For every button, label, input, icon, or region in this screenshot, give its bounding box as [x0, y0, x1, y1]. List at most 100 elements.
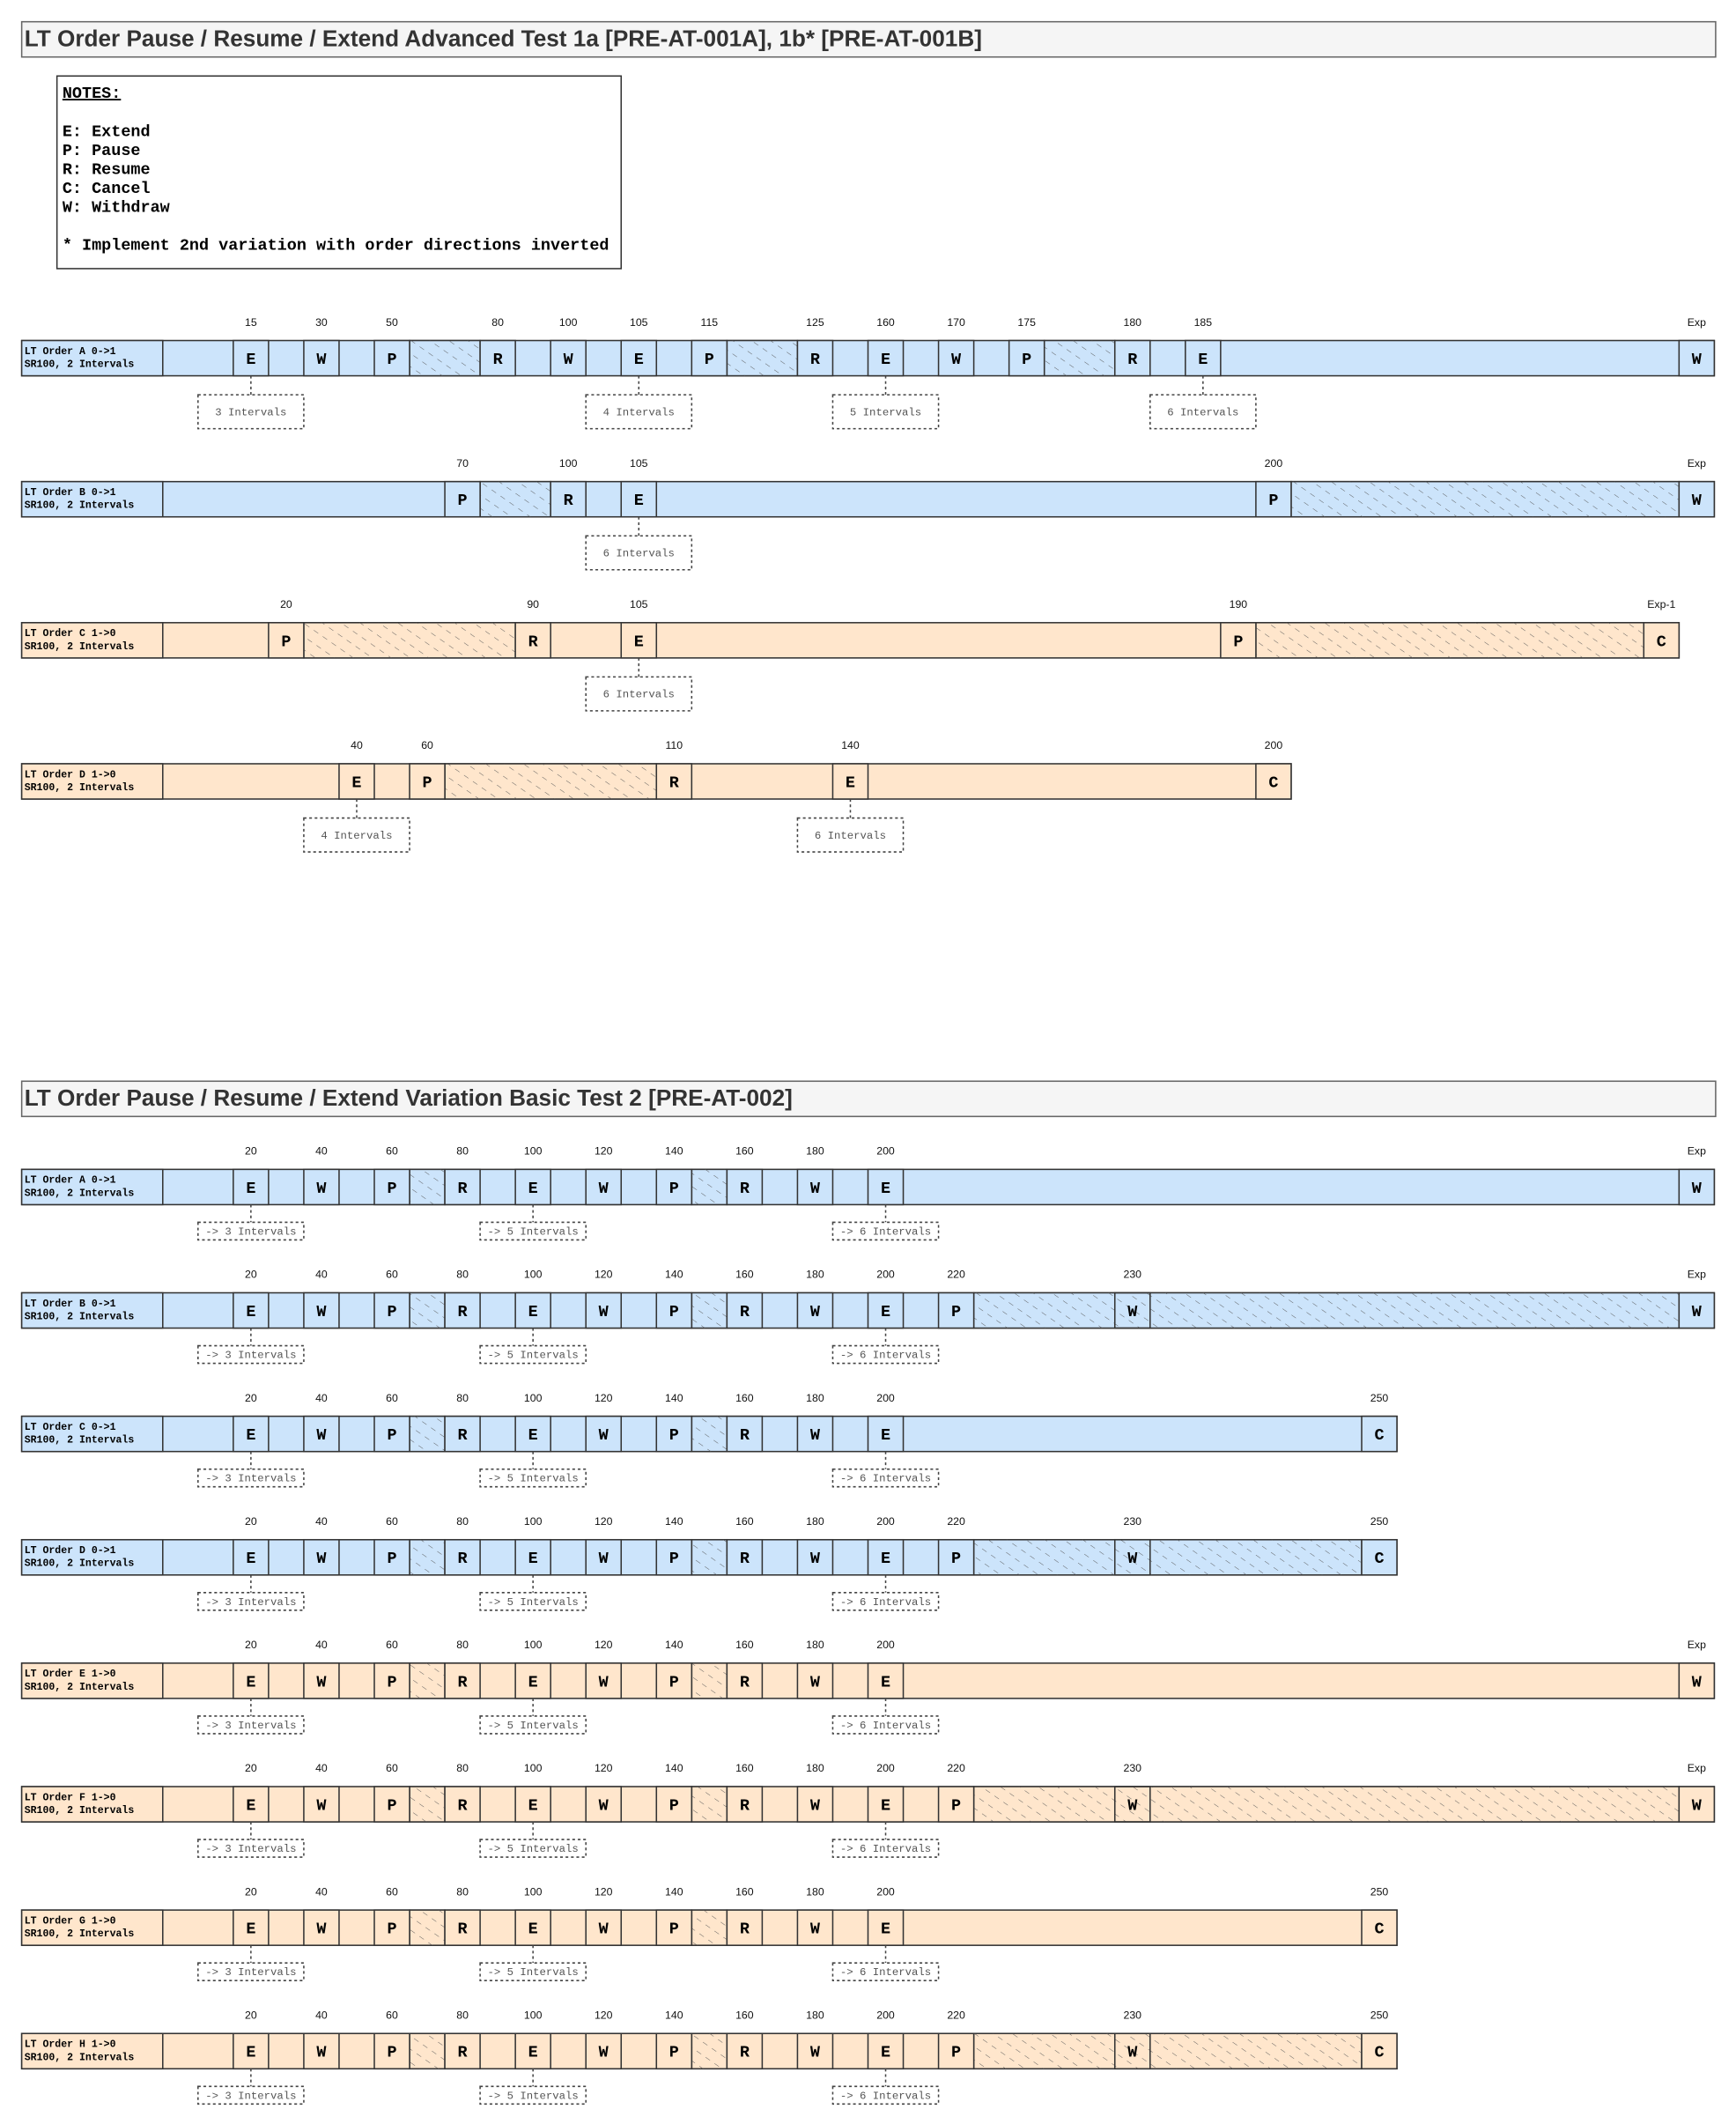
event-letter: R — [458, 1303, 469, 1321]
note-box — [479, 1344, 587, 1365]
event-cell — [691, 339, 728, 377]
event-letter: E — [528, 1180, 538, 1198]
event-letter: W — [1692, 1180, 1703, 1198]
note-box — [831, 394, 940, 430]
event-cell — [655, 1662, 693, 1699]
event-letter: E — [528, 1550, 538, 1568]
note-box — [479, 1715, 587, 1735]
event-letter: W — [316, 1673, 327, 1691]
event-cell — [1185, 339, 1222, 377]
note-box — [585, 676, 693, 712]
event-tick: 60 — [386, 1762, 398, 1774]
event-cell — [726, 1662, 764, 1699]
event-letter: W — [1692, 492, 1703, 510]
event-cell — [1008, 339, 1045, 377]
event-cell — [726, 1415, 764, 1453]
row-label: SR100, 2 Intervals — [25, 500, 135, 512]
note-box — [197, 1468, 305, 1488]
note-box — [1149, 394, 1257, 430]
note-text: 5 Intervals — [850, 406, 921, 418]
row-label: LT Order C 0->1 — [25, 1422, 116, 1433]
event-cell — [1678, 1662, 1716, 1699]
event-tick: 100 — [524, 1515, 543, 1528]
event-tick: 40 — [315, 1639, 328, 1651]
event-cell — [233, 1662, 270, 1699]
event-cell — [373, 1786, 410, 1823]
event-cell — [303, 1168, 340, 1206]
event-letter: R — [740, 1673, 750, 1691]
event-tick: 80 — [456, 1515, 469, 1528]
paused-hatch — [303, 622, 516, 658]
event-tick: 40 — [315, 1269, 328, 1281]
event-cell — [831, 763, 869, 800]
event-letter: W — [316, 1426, 327, 1445]
event-letter: P — [387, 351, 396, 369]
note-text: -> 5 Intervals — [488, 1473, 579, 1485]
paused-hatch — [973, 1539, 1363, 1575]
event-cell — [303, 2032, 340, 2070]
event-tick: 105 — [630, 316, 648, 329]
note-box — [197, 1221, 305, 1241]
event-cell — [303, 1662, 340, 1699]
event-letter: E — [881, 2044, 890, 2062]
event-letter: P — [705, 351, 714, 369]
event-tick: 180 — [806, 1269, 824, 1281]
event-cell — [338, 763, 375, 800]
section-title-box — [20, 20, 1717, 58]
event-tick: 200 — [876, 1269, 895, 1281]
notes-line: W: Withdraw — [63, 199, 170, 218]
event-cell — [1113, 1786, 1151, 1823]
event-cell — [233, 339, 270, 377]
event-letter: E — [881, 1796, 890, 1815]
note-text: 6 Intervals — [603, 548, 675, 560]
event-letter: E — [634, 492, 644, 510]
event-cell — [514, 1415, 551, 1453]
section-title: LT Order Pause / Resume / Extend Advance… — [25, 25, 982, 51]
row-label-box — [20, 339, 164, 377]
note-box — [831, 1715, 940, 1735]
row-label: SR100, 2 Intervals — [25, 782, 135, 794]
event-tick: 120 — [595, 1269, 613, 1281]
note-text: 4 Intervals — [603, 406, 675, 418]
event-cell — [233, 1538, 270, 1576]
note-text: -> 6 Intervals — [840, 1225, 931, 1238]
event-cell — [585, 1291, 623, 1329]
event-tick: 100 — [559, 457, 578, 470]
event-tick: 250 — [1370, 1515, 1389, 1528]
event-letter: P — [951, 2044, 961, 2062]
event-tick: 160 — [876, 316, 895, 329]
event-cell — [1678, 1291, 1716, 1329]
event-cell — [409, 763, 446, 800]
event-cell — [796, 1909, 834, 1946]
note-box — [831, 1962, 940, 1981]
event-tick: 80 — [456, 1269, 469, 1281]
event-cell — [585, 1786, 623, 1823]
event-cell — [373, 2032, 410, 2070]
event-tick: 140 — [665, 2009, 683, 2021]
event-letter: R — [1127, 351, 1138, 369]
event-tick: 40 — [315, 1515, 328, 1528]
event-tick: 140 — [665, 1269, 683, 1281]
event-tick: 140 — [665, 1885, 683, 1898]
event-cell — [514, 2032, 551, 2070]
event-tick: 120 — [595, 1392, 613, 1404]
note-box — [585, 535, 693, 571]
note-text: -> 3 Intervals — [205, 1596, 296, 1609]
note-box — [479, 2085, 587, 2105]
event-letter: P — [669, 1426, 679, 1445]
event-cell — [796, 1168, 834, 1206]
note-text: -> 5 Intervals — [488, 1225, 579, 1238]
event-letter: W — [316, 1303, 327, 1321]
event-cell — [303, 1909, 340, 1946]
note-text: 6 Intervals — [815, 830, 886, 842]
event-tick: 40 — [315, 1885, 328, 1898]
note-box — [479, 1962, 587, 1981]
note-box — [831, 1839, 940, 1858]
event-letter: R — [458, 1180, 469, 1198]
row-label: SR100, 2 Intervals — [25, 641, 135, 653]
event-cell — [655, 1415, 693, 1453]
event-cell — [796, 339, 834, 377]
